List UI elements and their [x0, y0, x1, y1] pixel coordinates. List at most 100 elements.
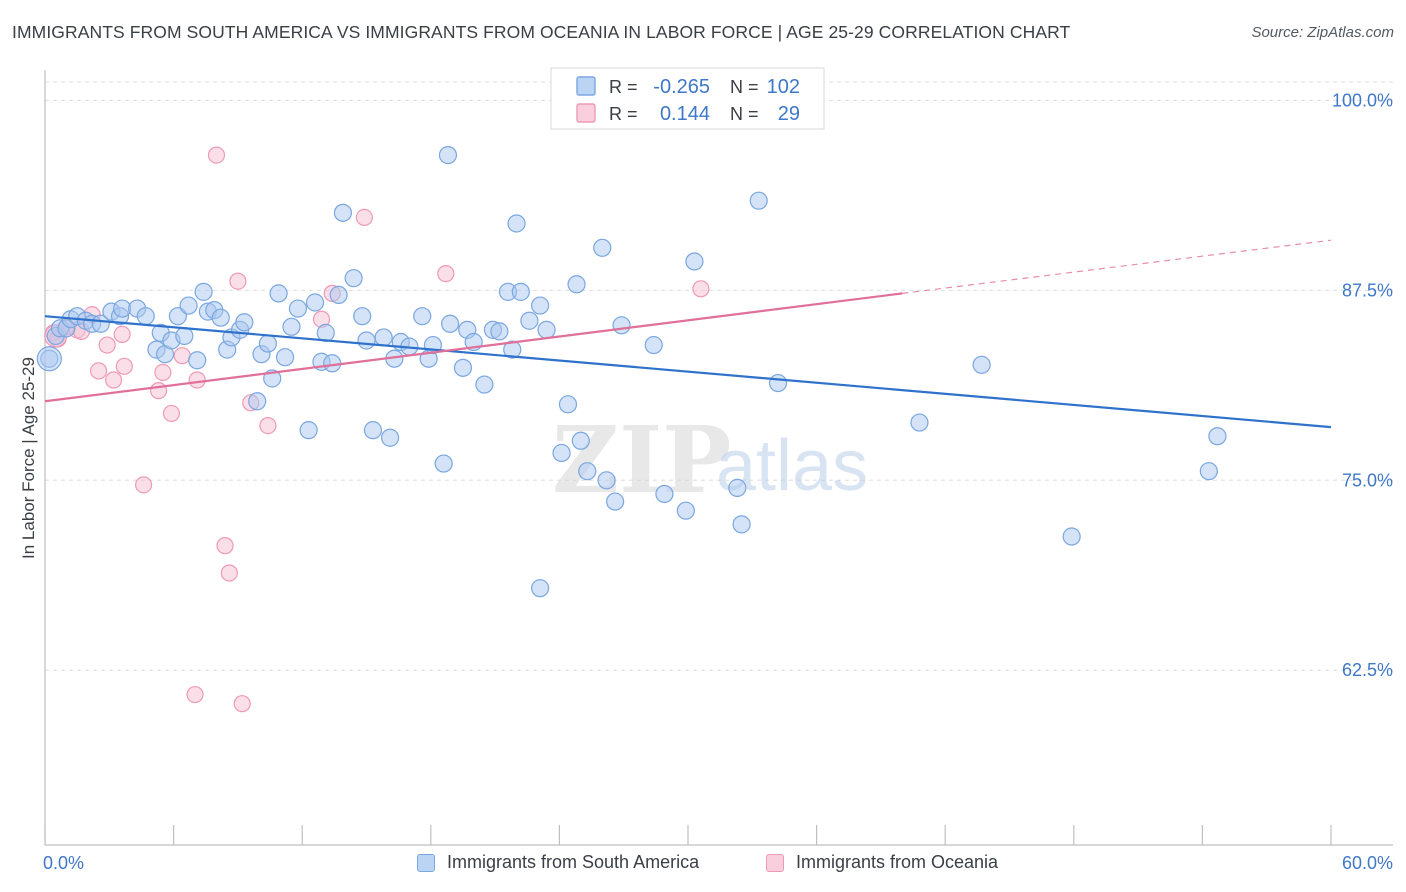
south-america-point [552, 443, 571, 463]
legend-item-south-america[interactable]: Immigrants from South America [417, 852, 699, 873]
south-america-point [531, 579, 550, 598]
south-america-point [1062, 527, 1081, 546]
oceania-point [186, 685, 204, 704]
south-america-point [567, 275, 586, 294]
oceania-point [692, 280, 710, 298]
oceania-point [207, 146, 226, 164]
stats-swatch [576, 103, 596, 123]
south-america-point [235, 313, 254, 332]
oceania-point [149, 382, 168, 400]
south-america-point [644, 335, 663, 355]
bottom-legend: Immigrants from South America Immigrants… [0, 852, 1406, 878]
oceania-point [355, 208, 373, 227]
oceania-point [89, 362, 108, 380]
legend-item-oceania[interactable]: Immigrants from Oceania [766, 852, 998, 873]
stats-legend: R = -0.265 N = 102 R = 0.144 N = 29 [550, 67, 825, 130]
south-america-point [749, 191, 768, 210]
y-tick-label: 100.0% [1332, 90, 1393, 110]
oceania-point [229, 272, 247, 290]
south-america-point [374, 328, 393, 347]
south-america-point [910, 413, 929, 432]
south-america-point [578, 462, 597, 481]
south-america-point-large [36, 346, 62, 372]
south-america-point [520, 311, 539, 330]
oceania-point [115, 357, 133, 375]
watermark-zip: ZIP [552, 406, 731, 514]
stats-n-label: N = [730, 77, 759, 97]
south-america-point [511, 282, 530, 301]
south-america-point [475, 375, 494, 394]
south-america-point [531, 296, 550, 315]
oceania-point [104, 371, 123, 389]
south-america-point [353, 307, 372, 326]
south-america-point [333, 203, 353, 222]
south-america-point [537, 320, 556, 339]
south-america-point [258, 334, 278, 353]
oceania-point [113, 325, 131, 344]
south-america-point [685, 252, 704, 271]
south-america-point [558, 395, 578, 414]
south-america-point [1199, 462, 1218, 481]
legend-swatch-blue [417, 853, 435, 872]
stats-r-label: R = [609, 104, 638, 124]
y-axis-title: In Labor Force | Age 25-29 [19, 357, 38, 559]
trend-lines [44, 239, 1332, 429]
legend-label-oceania: Immigrants from Oceania [796, 852, 999, 872]
south-america-point [363, 421, 383, 440]
south-america-point [299, 421, 318, 440]
south-america-point [305, 293, 325, 312]
south-america-point [136, 307, 155, 326]
stats-r-label: R = [609, 77, 638, 97]
oceania-point [173, 347, 191, 365]
south-america-point [194, 282, 213, 301]
oceania-point [259, 416, 277, 435]
south-america-point [612, 316, 631, 335]
south-america-point [357, 331, 376, 350]
south-america-point [768, 373, 788, 393]
stats-n-value: 29 [778, 103, 800, 125]
south-america-point [175, 326, 194, 346]
south-america-point [282, 317, 301, 336]
south-america-point [571, 431, 590, 450]
south-america-point [453, 358, 473, 377]
south-america-point [606, 492, 625, 511]
x-tick-label: 0.0% [43, 853, 84, 873]
oceania-point [220, 564, 238, 582]
axis-layer [44, 70, 1393, 846]
south-america-point [490, 322, 509, 341]
oceania-point [216, 537, 234, 555]
south-america-point [440, 314, 460, 333]
south-america-point [676, 501, 695, 520]
south-america-point [211, 308, 230, 327]
south-america-point [593, 238, 612, 257]
oceania-point [188, 371, 206, 389]
south-america-point [732, 515, 751, 534]
oceania-point [437, 265, 455, 283]
south-america-trend-line [44, 315, 1332, 429]
stats-n-label: N = [730, 104, 759, 124]
south-america-point [344, 269, 363, 288]
oceania-point [154, 363, 172, 382]
south-america-point [188, 351, 207, 370]
oceania-point [134, 476, 153, 494]
south-america-point [269, 284, 288, 303]
south-america-point [438, 145, 458, 165]
chart-title: IMMIGRANTS FROM SOUTH AMERICA VS IMMIGRA… [12, 22, 1071, 42]
x-tick-label: 60.0% [1342, 853, 1393, 873]
south-america-point [1208, 427, 1227, 446]
y-tick-label: 75.0% [1342, 470, 1393, 490]
south-america-point [380, 428, 400, 447]
legend-label-south-america: Immigrants from South America [447, 852, 700, 872]
source-label: Source: ZipAtlas.com [1251, 24, 1394, 41]
south-america-point [972, 355, 991, 374]
oceania-trend-line [44, 292, 903, 403]
y-tick-label: 87.5% [1342, 280, 1393, 300]
oceania-trend-extension [902, 239, 1332, 294]
stats-legend-box [550, 67, 825, 130]
oceania-point [233, 695, 251, 713]
south-america-point [179, 296, 198, 315]
legend-swatch-pink [766, 853, 784, 872]
stats-swatch [576, 76, 596, 96]
